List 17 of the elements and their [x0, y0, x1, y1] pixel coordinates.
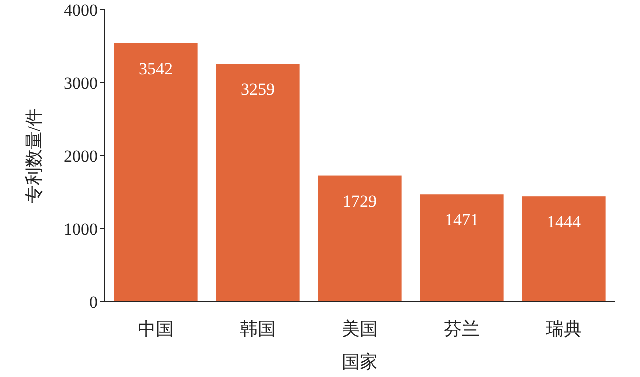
y-tick-label: 3000 [64, 74, 98, 93]
data-label: 3259 [241, 80, 275, 100]
x-tick-label: 瑞典 [546, 319, 582, 339]
x-tick-label: 美国 [342, 319, 378, 339]
y-axis-title: 专利数量/件 [24, 108, 44, 204]
data-label: 1444 [547, 212, 582, 232]
x-tick-label: 韩国 [240, 319, 276, 339]
data-label: 1729 [343, 192, 377, 211]
y-tick-label: 1000 [64, 220, 98, 239]
x-tick-label: 中国 [138, 319, 174, 339]
y-tick-label: 4000 [64, 1, 98, 20]
data-label: 1471 [445, 210, 479, 230]
x-axis-title: 国家 [342, 352, 378, 372]
y-tick-label: 0 [90, 293, 98, 312]
data-label: 3542 [139, 59, 173, 78]
x-tick-label: 芬兰 [444, 319, 480, 339]
y-tick-label: 2000 [64, 147, 98, 166]
